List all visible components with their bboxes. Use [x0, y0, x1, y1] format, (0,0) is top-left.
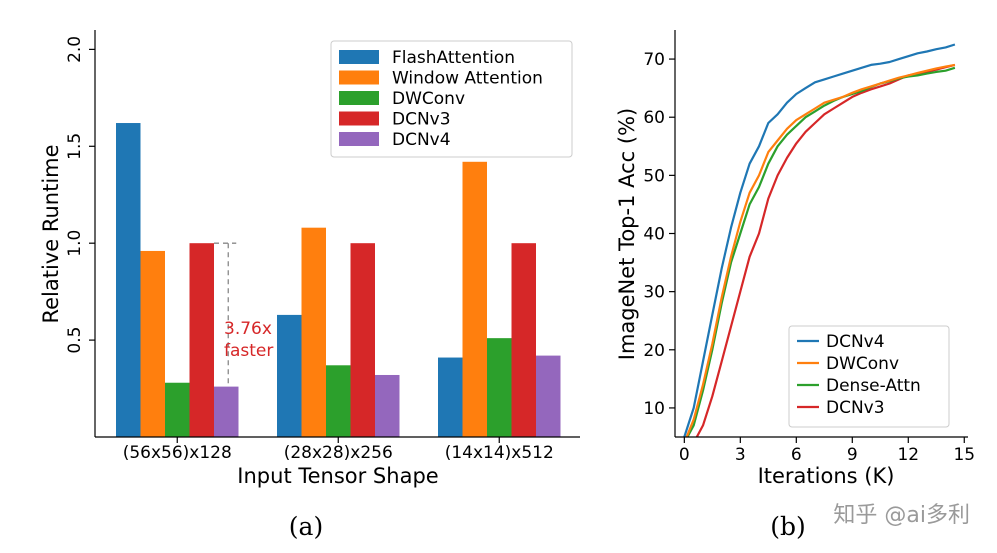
caption-b: (b)	[770, 512, 806, 541]
line-series-group	[683, 43, 956, 437]
legend-swatch	[339, 132, 379, 146]
legend-label: DCNv4	[826, 332, 885, 352]
x-tick-label: 15	[953, 445, 975, 465]
bar-window-attention-2	[462, 161, 487, 438]
x-tick-label: 6	[791, 445, 802, 465]
legend-label: Window Attention	[392, 69, 543, 89]
legend-label: Dense-Attn	[826, 376, 921, 396]
x-tick-label: 12	[897, 445, 919, 465]
bar-flashattention-1	[277, 314, 302, 437]
x-tick-label: (28x28)x256	[284, 443, 393, 463]
bar-chart-relative-runtime: 3.76x faster 0.5 1.0 1.5 2.0 (56x56)x128 (28…	[39, 30, 580, 541]
bar-dwconv-1	[326, 365, 351, 437]
y-tick-label: 70	[643, 50, 665, 70]
caption-a: (a)	[289, 512, 323, 541]
legend-frame-b	[788, 325, 950, 428]
legend-swatch	[339, 50, 379, 64]
x-tick-label: (14x14)x512	[445, 443, 554, 463]
x-tick-label: 9	[847, 445, 858, 465]
bar-group	[116, 123, 561, 438]
x-tick-group: (56x56)x128 (28x28)x256 (14x14)x512	[123, 437, 554, 463]
legend-label: DWConv	[826, 354, 899, 374]
annotation-line-1: 3.76x	[224, 319, 272, 339]
legend-swatch	[339, 70, 379, 85]
series-line-dwconv	[685, 63, 956, 437]
x-tick-group-b: 0 3 6 9 12 15	[679, 437, 975, 465]
legend-label: DCNv3	[392, 110, 451, 130]
bar-window-attention-0	[140, 250, 165, 437]
x-axis-label: Input Tensor Shape	[237, 464, 438, 488]
legend-label: DCNv4	[392, 130, 451, 150]
x-tick-label: 0	[679, 445, 690, 465]
y-tick-label: 30	[643, 283, 665, 303]
bar-dcnv3-0	[189, 243, 214, 437]
bar-flashattention-0	[116, 123, 141, 438]
bar-flashattention-2	[438, 357, 463, 437]
x-tick-label: (56x56)x128	[123, 443, 232, 463]
speedup-annotation: 3.76x faster	[214, 242, 273, 387]
y-tick-label: 1.0	[65, 230, 85, 257]
y-tick-label: 60	[643, 108, 665, 128]
y-tick-label: 20	[643, 341, 665, 361]
series-line-dense-attn	[686, 66, 956, 437]
legend-label: FlashAttention	[392, 48, 515, 68]
y-axis-label-b: ImageNet Top-1 Acc (%)	[615, 108, 639, 360]
legend-frame	[330, 40, 573, 158]
series-line-dcnv4	[683, 43, 956, 437]
y-tick-label: 40	[643, 225, 665, 245]
bar-dwconv-2	[487, 338, 512, 437]
legend-swatch	[339, 91, 379, 105]
annotation-line-2: faster	[224, 341, 273, 361]
bar-dcnv4-0	[214, 386, 239, 437]
bar-dcnv3-2	[511, 243, 536, 437]
bar-dcnv3-1	[350, 243, 375, 437]
y-tick-label: 0.5	[65, 327, 85, 354]
y-tick-label: 2.0	[65, 36, 85, 63]
legend-label: DCNv3	[826, 398, 885, 418]
watermark: 知乎 @ai多利	[833, 503, 970, 528]
bar-dcnv4-1	[375, 374, 400, 437]
legend-swatch	[339, 111, 379, 126]
x-axis-label-b: Iterations (K)	[758, 464, 895, 488]
legend-label: DWConv	[392, 89, 465, 109]
y-tick-group-b: 10 20 30 40 50 60 70	[643, 50, 675, 419]
bar-window-attention-1	[301, 227, 326, 437]
y-tick-group: 0.5 1.0 1.5 2.0	[65, 36, 95, 354]
line-chart-top1-acc: 10 20 30 40 50 60 70 0 3 6 9 12 15 ImageNet Top-1 A…	[615, 30, 975, 541]
x-tick-label: 3	[735, 445, 746, 465]
bar-dwconv-0	[165, 382, 190, 437]
bar-dcnv4-2	[536, 355, 561, 437]
y-tick-label: 10	[643, 399, 665, 419]
y-axis-label: Relative Runtime	[39, 144, 63, 323]
y-tick-label: 1.5	[65, 133, 85, 160]
y-tick-label: 50	[643, 166, 665, 186]
